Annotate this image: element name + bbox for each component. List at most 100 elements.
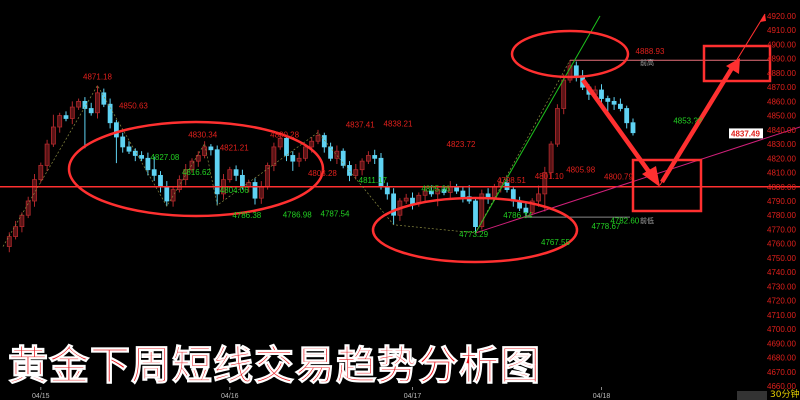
candle-body	[25, 200, 31, 216]
candle-body	[359, 160, 365, 171]
y-tick-label: 4710.00	[767, 311, 796, 320]
candle-body	[296, 157, 302, 162]
y-tick-label: 4720.00	[767, 297, 796, 306]
timeframe-label[interactable]: 30分钟	[770, 390, 800, 400]
pivot-label: 4850.63	[119, 102, 148, 111]
pivot-label: 4853.??	[673, 116, 702, 125]
candle-body	[170, 189, 176, 202]
candle-body	[132, 150, 138, 156]
pivot-label: 4787.54	[321, 210, 350, 219]
candle-body	[95, 92, 100, 114]
pivot-label: 4838.21	[384, 119, 413, 128]
low-ellipse	[371, 196, 579, 264]
candle-body	[6, 236, 12, 247]
pivot-label: 4888.93	[636, 47, 665, 56]
candle-body	[410, 197, 415, 205]
y-tick-label: 4830.00	[767, 140, 796, 149]
y-tick-label: 4850.00	[767, 112, 796, 121]
candle-body	[365, 155, 371, 162]
candle-body	[605, 98, 611, 102]
y-tick-label: 4690.00	[767, 339, 796, 348]
pivot-label: 4821.21	[220, 144, 249, 153]
candle-body	[208, 146, 214, 151]
pivot-label: 4827.08	[150, 153, 179, 162]
candle-body	[151, 169, 157, 176]
pivot-label: 4786.98	[283, 210, 312, 219]
candle-body	[19, 214, 25, 228]
pivot-label: 4800.79	[604, 173, 633, 182]
candle-body	[277, 137, 283, 148]
candle-body	[309, 140, 315, 148]
candle-body	[258, 186, 264, 199]
zigzag-line	[2, 60, 571, 247]
y-tick-label: 4890.00	[767, 55, 796, 64]
candle-body	[302, 146, 308, 159]
pivot-label: 4778.67	[591, 222, 620, 231]
chart-title: 黄金下周短线交易趋势分析图	[8, 343, 541, 389]
pivot-label: 4830.28	[270, 131, 299, 140]
y-tick-label: 4810.00	[767, 169, 796, 178]
high-ellipse	[510, 29, 630, 79]
down-arrowhead	[642, 166, 660, 187]
candle-body	[321, 135, 327, 148]
pivot-label: 4805.98	[566, 165, 595, 174]
candle-body	[107, 103, 113, 124]
timeframe-box[interactable]	[737, 391, 767, 400]
y-tick-label: 4670.00	[767, 368, 796, 377]
candle-body	[340, 150, 346, 166]
y-tick-label: 4680.00	[767, 354, 796, 363]
pivot-label: 4811.17	[359, 176, 388, 185]
target-box-low	[631, 158, 703, 213]
candle-body	[428, 190, 434, 195]
y-tick-label: 4740.00	[767, 268, 796, 277]
pivot-label: 4782.60	[610, 217, 639, 226]
pivot-label: 4816.62	[182, 168, 211, 177]
candle-body	[57, 115, 63, 128]
current-price-box	[729, 128, 763, 139]
x-tick-label: 04/17	[404, 393, 422, 400]
prev-high-label: 前高	[640, 58, 654, 67]
fib-line	[475, 15, 601, 234]
y-tick-label: 4870.00	[767, 83, 796, 92]
up-arrow	[660, 66, 734, 184]
candle-body	[139, 155, 145, 159]
candle-body	[126, 146, 132, 152]
pivot-label: 4803.28	[308, 169, 337, 178]
y-tick-label: 4790.00	[767, 197, 796, 206]
down-arrow	[581, 78, 654, 178]
candle-body	[555, 108, 560, 145]
candle-body	[536, 193, 541, 202]
candle-body	[195, 155, 201, 162]
y-tick-label: 4660.00	[767, 382, 796, 391]
candle-body	[624, 108, 630, 124]
candle-body	[69, 106, 75, 119]
candle-body	[176, 179, 182, 191]
candle-body	[529, 200, 535, 213]
candle-body	[63, 115, 69, 119]
pivot-label: 4804.06	[220, 186, 249, 195]
candle-body	[523, 207, 529, 213]
pivot-label: 4823.72	[447, 140, 476, 149]
y-tick-label: 4880.00	[767, 69, 796, 78]
candle-body	[252, 182, 258, 199]
candle-body	[158, 174, 163, 188]
y-tick-label: 4840.00	[767, 126, 796, 135]
y-tick-label: 4700.00	[767, 325, 796, 334]
candle-body	[618, 103, 623, 109]
x-tick-label: 04/18	[593, 393, 611, 400]
candle-body	[145, 157, 151, 171]
candle-body	[473, 200, 478, 228]
pivot-label: 4773.29	[459, 230, 488, 239]
candle-body	[435, 189, 441, 195]
pivot-label: 4786.34	[503, 211, 532, 220]
candle-body	[202, 146, 208, 156]
candle-body	[114, 122, 119, 138]
candle-body	[290, 155, 296, 162]
candle-body	[233, 169, 239, 176]
x-tick-label: 04/15	[32, 393, 50, 400]
candle-body	[101, 92, 107, 105]
candle-body	[214, 149, 220, 195]
candle-body	[183, 169, 189, 181]
candle-body	[441, 189, 447, 193]
